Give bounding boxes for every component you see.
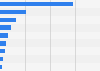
Bar — [0, 39, 100, 47]
Bar — [0, 16, 100, 24]
Bar — [0, 55, 100, 63]
Bar — [0, 25, 11, 30]
Bar — [0, 33, 8, 38]
Bar — [0, 2, 73, 6]
Bar — [0, 63, 100, 71]
Bar — [0, 65, 2, 69]
Bar — [0, 57, 3, 61]
Bar — [0, 0, 100, 8]
Bar — [0, 8, 100, 16]
Bar — [0, 32, 100, 39]
Bar — [0, 47, 100, 55]
Bar — [0, 24, 100, 32]
Bar — [0, 18, 16, 22]
Bar — [0, 10, 26, 14]
Bar — [0, 49, 5, 53]
Bar — [0, 41, 6, 46]
